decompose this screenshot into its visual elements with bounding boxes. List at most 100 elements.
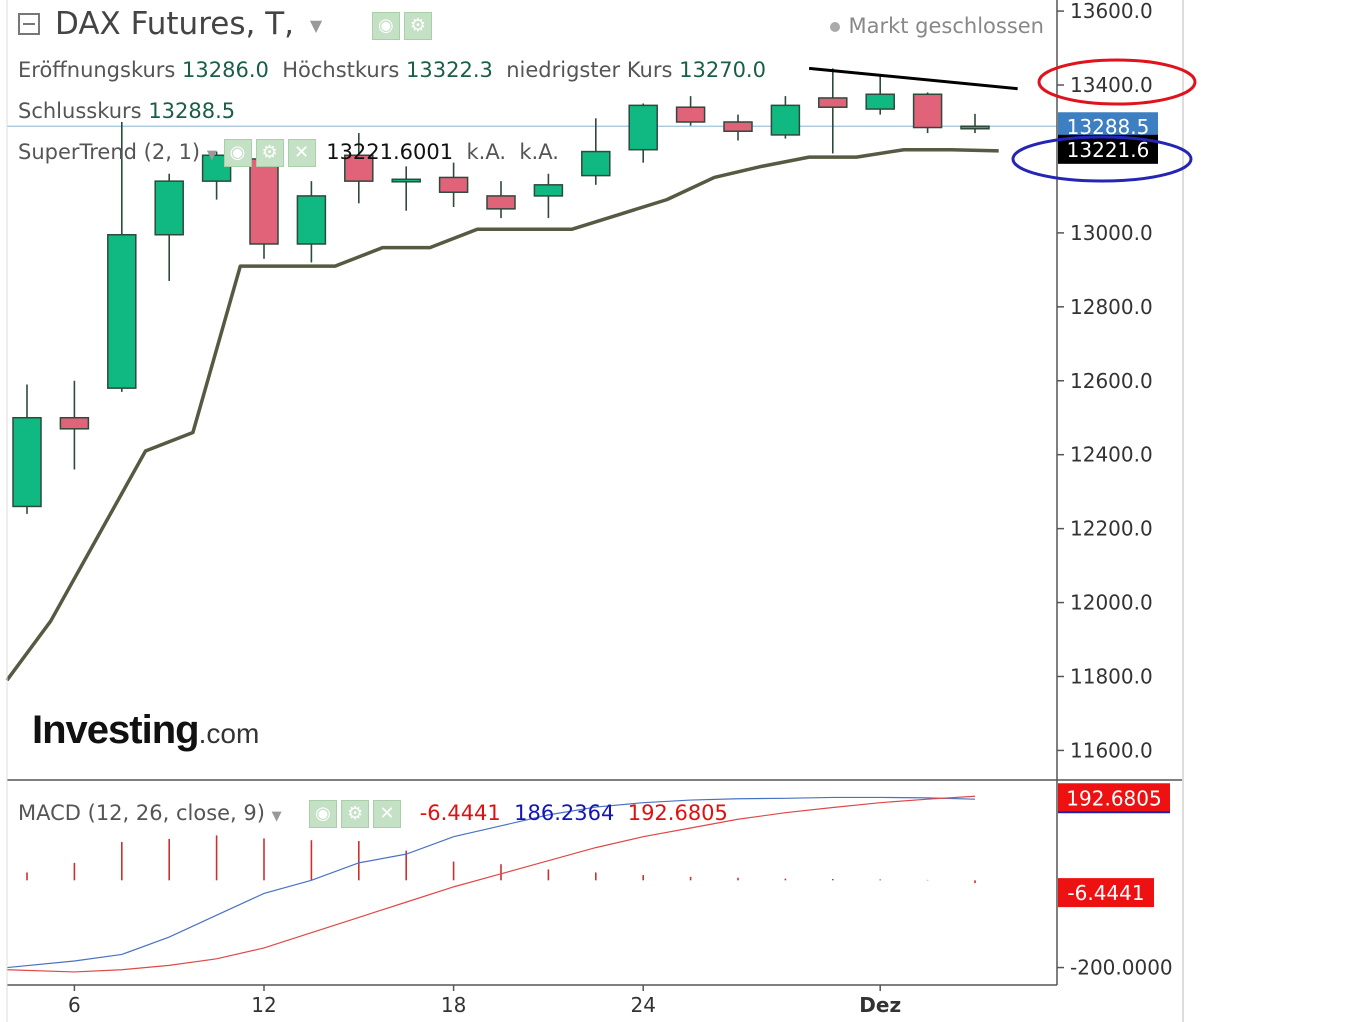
gear-icon[interactable]: ⚙ xyxy=(341,800,370,828)
supertrend-value: 13221.6001 xyxy=(326,140,454,164)
supertrend-line xyxy=(5,147,999,682)
candle-body xyxy=(296,195,327,245)
chevron-down-icon[interactable]: ▼ xyxy=(309,16,323,35)
candle xyxy=(865,73,895,115)
x-tick-label: 6 xyxy=(68,993,81,1017)
candle xyxy=(912,92,943,134)
x-tick-label: 12 xyxy=(251,993,276,1017)
macd-label: MACD (12, 26, close, 9) xyxy=(18,801,265,825)
candle-body xyxy=(723,121,753,132)
x-tick-label: Dez xyxy=(859,993,901,1017)
candle-body xyxy=(960,125,990,130)
candle xyxy=(154,173,184,281)
y-tick-label: 12000.0 xyxy=(1070,591,1153,615)
close-icon[interactable]: ✕ xyxy=(287,139,316,167)
y-tick-label: 11600.0 xyxy=(1070,738,1153,762)
eye-icon[interactable]: ◉ xyxy=(223,139,252,167)
x-tick-label: 18 xyxy=(441,993,466,1017)
low-value: 13270.0 xyxy=(679,58,766,82)
supertrend-extra-1: k.A. xyxy=(466,140,507,164)
candle xyxy=(818,68,848,154)
supertrend-extra-2: k.A. xyxy=(519,140,559,164)
eye-icon[interactable]: ◉ xyxy=(309,800,338,828)
low-label: niedrigster Kurs xyxy=(506,58,673,82)
supertrend-label: SuperTrend (2, 1) xyxy=(18,140,201,164)
close-value: 13288.5 xyxy=(148,99,236,123)
candle xyxy=(960,113,990,134)
candle xyxy=(581,118,611,185)
high-label: Höchstkurs xyxy=(282,58,400,82)
candle-body xyxy=(107,233,137,389)
candle xyxy=(59,380,90,470)
supertrend-tag: 13221.6 xyxy=(1058,134,1158,164)
macd-line xyxy=(6,796,976,969)
candle xyxy=(770,96,801,139)
candle-body xyxy=(59,416,90,430)
macd-hist-value: -6.4441 xyxy=(419,801,501,825)
supertrend-legend: SuperTrend (2, 1) ▼ ◉ ⚙ ✕ 13221.6001 k.A. … xyxy=(18,139,559,167)
candle xyxy=(12,384,42,514)
y-tick-label: 11800.0 xyxy=(1070,664,1153,688)
candle-body xyxy=(391,178,421,183)
signal-line xyxy=(6,795,976,973)
candle-body xyxy=(12,416,42,508)
market-status: Markt geschlossen xyxy=(830,14,1044,38)
candle xyxy=(344,133,374,204)
candle xyxy=(723,114,753,141)
candle-body xyxy=(533,184,564,197)
candle-body xyxy=(486,195,516,210)
chevron-down-icon[interactable]: ▼ xyxy=(206,148,217,163)
chevron-down-icon[interactable]: ▼ xyxy=(271,809,282,824)
candle-body xyxy=(344,154,374,182)
candle xyxy=(249,147,279,259)
candle xyxy=(296,181,327,263)
trendline xyxy=(808,66,1018,91)
candle xyxy=(107,121,137,392)
macd-hist-tag: -6.4441 xyxy=(1058,878,1154,908)
macd-signal-value: 192.6805 xyxy=(627,801,728,825)
candle xyxy=(533,173,564,219)
candle-body xyxy=(770,104,801,136)
y-tick-label: 13600.0 xyxy=(1070,0,1153,23)
macd-hist-tag-bg xyxy=(1058,878,1154,908)
collapse-icon[interactable] xyxy=(18,13,40,35)
close-icon[interactable]: ✕ xyxy=(373,800,402,828)
open-value: 13286.0 xyxy=(182,58,269,82)
gear-icon[interactable]: ⚙ xyxy=(255,139,284,167)
close-row: Schlusskurs 13288.5 xyxy=(18,99,235,123)
candle xyxy=(486,181,516,219)
candle-body xyxy=(818,97,848,108)
annotation-ellipse-red xyxy=(1037,58,1197,106)
candle-body xyxy=(581,150,611,177)
macd-value: 186.2364 xyxy=(514,801,615,825)
high-value: 13322.3 xyxy=(406,58,493,82)
candle xyxy=(438,162,469,208)
y-tick-label: 12600.0 xyxy=(1070,369,1153,393)
status-dot-icon xyxy=(830,22,841,32)
gear-icon[interactable]: ⚙ xyxy=(403,11,432,40)
candle xyxy=(391,166,421,211)
candle-body xyxy=(438,176,469,193)
candle xyxy=(628,103,658,163)
eye-icon[interactable]: ◉ xyxy=(371,11,400,40)
candle-body xyxy=(628,104,658,151)
y-tick-label: 13000.0 xyxy=(1070,221,1153,245)
ohlc-row: Eröffnungskurs 13286.0 Höchstkurs 13322.… xyxy=(18,58,766,82)
macd-hist-tag-text: -6.4441 xyxy=(1067,881,1144,905)
y-tick-label: 12200.0 xyxy=(1070,517,1153,541)
x-tick-label: 24 xyxy=(630,993,655,1017)
candle-body xyxy=(865,93,895,110)
candle xyxy=(675,96,706,126)
chart-title: DAX Futures, T, xyxy=(55,6,294,42)
y-tick-label: 13400.0 xyxy=(1070,73,1153,97)
y-tick-label: 12800.0 xyxy=(1070,295,1153,319)
candle-body xyxy=(912,93,943,129)
open-label: Eröffnungskurs xyxy=(18,58,176,82)
candle-body xyxy=(249,158,279,245)
close-label: Schlusskurs xyxy=(18,99,142,123)
macd-signal-tag-bg xyxy=(1058,783,1170,813)
y-tick-label: 12400.0 xyxy=(1070,443,1153,467)
macd-signal-tag-text: 192.6805 xyxy=(1066,786,1161,810)
macd-signal-tag: 192.6805 xyxy=(1058,783,1170,814)
